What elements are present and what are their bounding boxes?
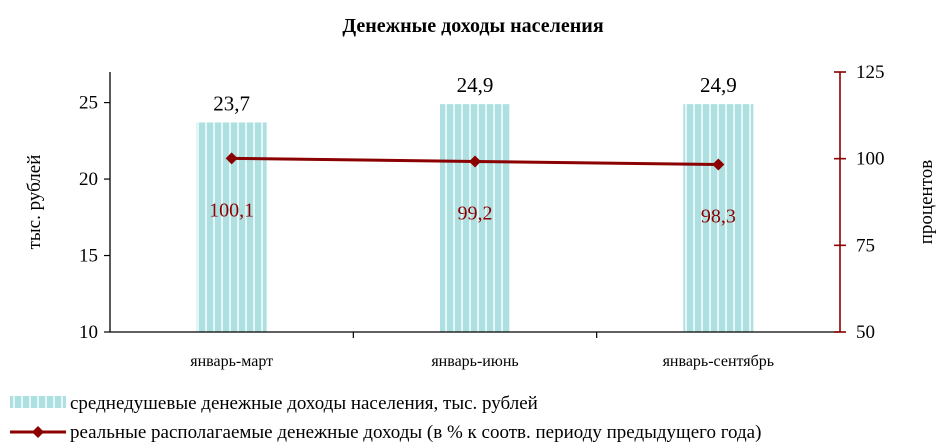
legend-label-line: реальные располагаемые денежные доходы (… <box>70 422 761 443</box>
bar <box>440 104 510 332</box>
left-tick-label: 15 <box>79 246 98 267</box>
bar-value-label: 24,9 <box>700 73 737 97</box>
left-tick-label: 25 <box>79 93 98 114</box>
left-tick-label: 10 <box>79 322 98 343</box>
chart-title: Денежные доходы населения <box>342 15 603 37</box>
legend-swatch-bar <box>10 396 66 408</box>
right-tick-label: 125 <box>856 62 885 83</box>
right-tick-label: 100 <box>856 149 885 170</box>
category-label: январь-июнь <box>431 353 518 370</box>
line-marker <box>469 155 481 168</box>
bar-value-label: 24,9 <box>457 73 494 97</box>
right-tick-label: 75 <box>856 235 875 256</box>
line-marker <box>712 158 725 171</box>
category-label: январь-сентябрь <box>663 353 775 370</box>
left-axis-title: тыс. рублей <box>24 155 45 250</box>
legend-swatch-marker <box>32 426 44 438</box>
right-axis-title: процентов <box>916 160 937 244</box>
legend-label-bar: среднедушевые денежные доходы населения,… <box>70 393 538 414</box>
line-value-label: 100,1 <box>209 199 254 221</box>
category-label: январь-март <box>190 353 273 370</box>
line-value-label: 99,2 <box>458 202 493 224</box>
bar <box>683 104 754 332</box>
bar-value-label: 23,7 <box>213 91 250 115</box>
left-tick-label: 20 <box>79 169 98 190</box>
right-tick-label: 50 <box>856 322 875 343</box>
line-value-label: 98,3 <box>701 206 736 228</box>
line-marker <box>225 152 238 165</box>
